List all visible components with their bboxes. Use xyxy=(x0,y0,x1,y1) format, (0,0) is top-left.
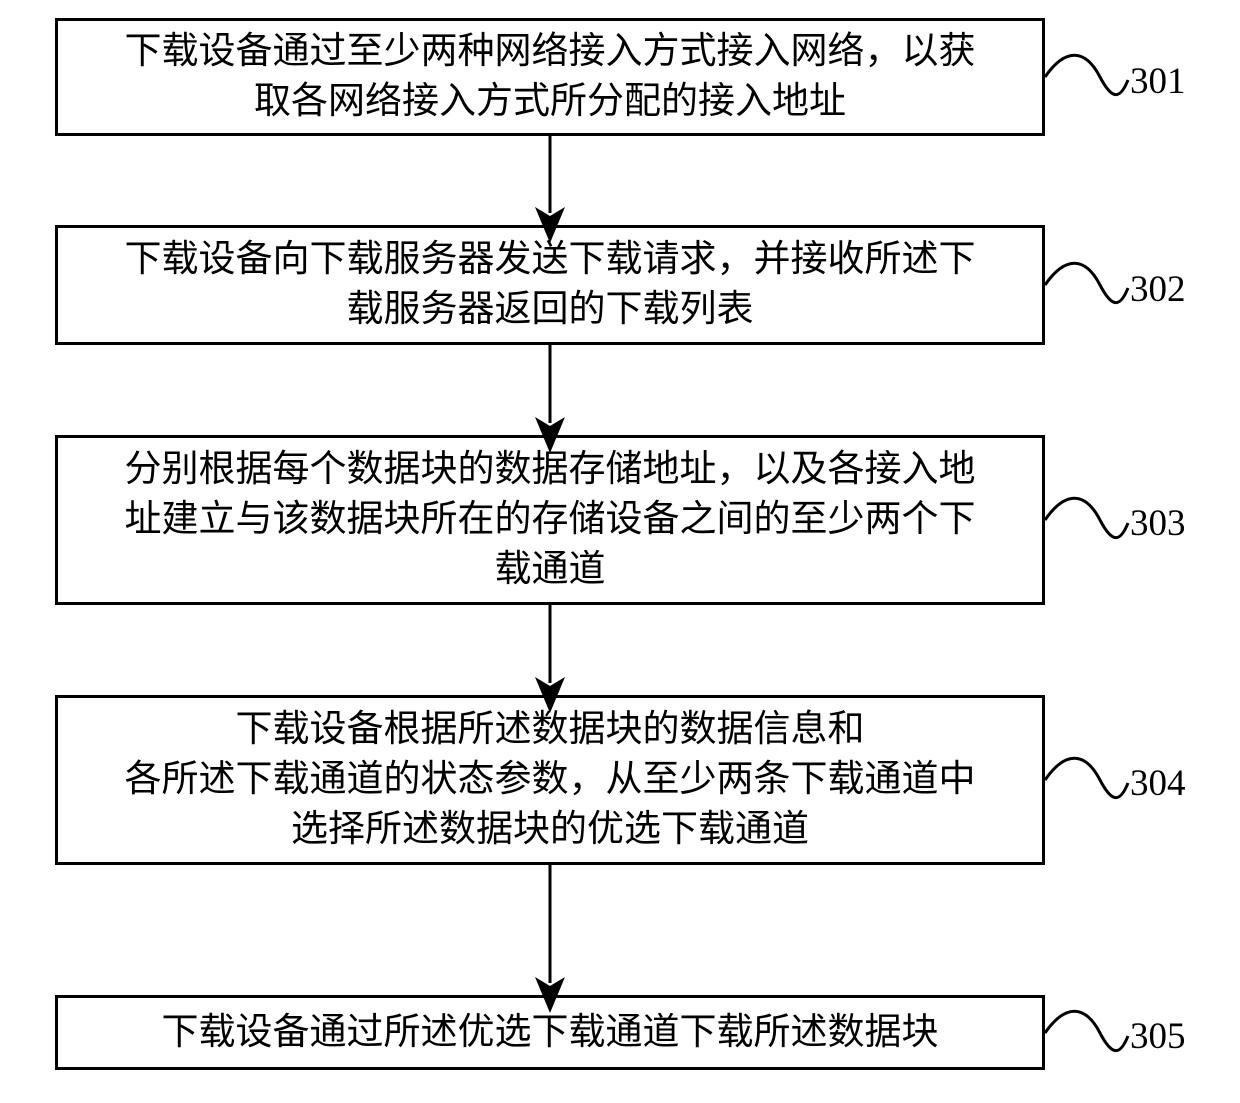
step-label-302: 302 xyxy=(1130,268,1186,311)
flow-node-302-text: 下载设备向下载服务器发送下载请求，并接收所述下 载服务器返回的下载列表 xyxy=(125,235,976,335)
connector-305 xyxy=(1045,1011,1128,1050)
flow-node-305-text: 下载设备通过所述优选下载通道下载所述数据块 xyxy=(162,1008,939,1058)
flow-node-304-text: 下载设备根据所述数据块的数据信息和 各所述下载通道的状态参数，从至少两条下载通道… xyxy=(125,705,976,855)
flow-node-303-text: 分别根据每个数据块的数据存储地址，以及各接入地 址建立与该数据块所在的存储设备之… xyxy=(125,445,976,595)
connector-304 xyxy=(1045,758,1128,797)
step-label-304: 304 xyxy=(1130,762,1186,805)
flow-node-301-text: 下载设备通过至少两种网络接入方式接入网络，以获 取各网络接入方式所分配的接入地址 xyxy=(125,27,976,127)
step-label-303: 303 xyxy=(1130,502,1186,545)
flow-node-305: 下载设备通过所述优选下载通道下载所述数据块 xyxy=(55,995,1045,1070)
connector-303 xyxy=(1045,498,1128,537)
flowchart-canvas: 下载设备通过至少两种网络接入方式接入网络，以获 取各网络接入方式所分配的接入地址… xyxy=(0,0,1240,1103)
connector-302 xyxy=(1045,263,1128,302)
flow-node-304: 下载设备根据所述数据块的数据信息和 各所述下载通道的状态参数，从至少两条下载通道… xyxy=(55,695,1045,865)
flow-node-303: 分别根据每个数据块的数据存储地址，以及各接入地 址建立与该数据块所在的存储设备之… xyxy=(55,435,1045,605)
flow-node-301: 下载设备通过至少两种网络接入方式接入网络，以获 取各网络接入方式所分配的接入地址 xyxy=(55,18,1045,136)
step-label-301: 301 xyxy=(1130,60,1186,103)
flow-node-302: 下载设备向下载服务器发送下载请求，并接收所述下 载服务器返回的下载列表 xyxy=(55,225,1045,345)
step-label-305: 305 xyxy=(1130,1015,1186,1058)
connector-301 xyxy=(1045,55,1128,94)
